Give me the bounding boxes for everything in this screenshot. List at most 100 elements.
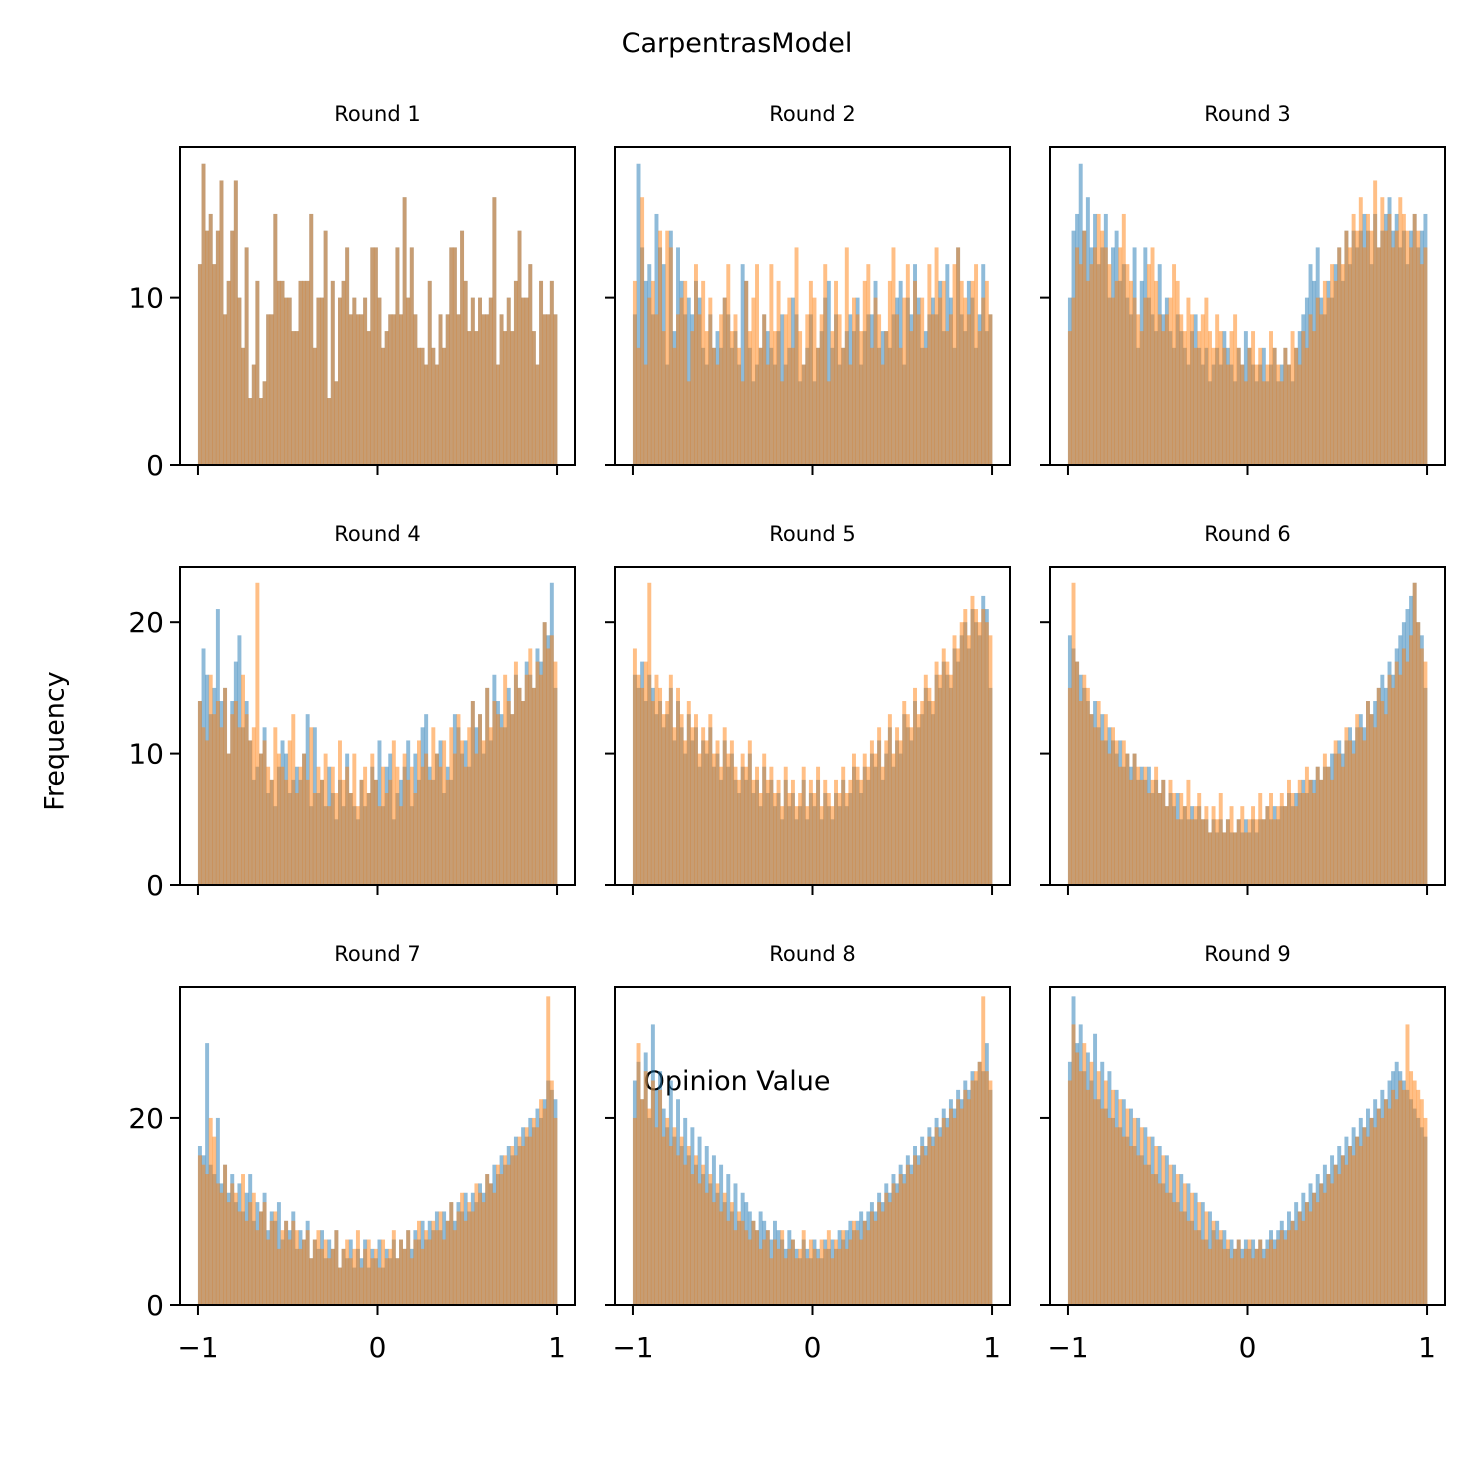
bar-series-b <box>948 674 953 885</box>
subplot-title: Round 6 <box>1204 522 1290 546</box>
bar-series-b <box>826 1230 831 1305</box>
bar-series-b <box>1197 793 1202 885</box>
y-tick-label: 20 <box>128 1102 164 1135</box>
bar-series-b <box>496 364 500 465</box>
bar-series-b <box>862 280 867 465</box>
bar-series-b <box>909 331 914 465</box>
bar-series-b <box>1218 1230 1223 1305</box>
bar-series-b <box>1297 364 1302 465</box>
bar-series-b <box>1071 297 1076 465</box>
bar-series-b <box>427 779 432 885</box>
bar-series-b <box>517 230 522 465</box>
bar-series-b <box>524 1127 529 1305</box>
bar-series-b <box>463 280 468 465</box>
bar-series-b <box>1121 1136 1126 1305</box>
bar-series-b <box>1308 779 1313 885</box>
bar-series-b <box>373 1248 378 1305</box>
bar-series-b <box>1355 230 1360 465</box>
bar-series-b <box>1301 331 1306 465</box>
bar-series-b <box>830 1258 835 1305</box>
bar-series-b <box>902 297 907 465</box>
bar-series-b <box>266 1239 271 1305</box>
bar-series-b <box>819 806 824 885</box>
bar-series-b <box>776 779 781 885</box>
bar-series-b <box>945 661 950 885</box>
bar-series-b <box>1233 314 1238 465</box>
bar-series-b <box>1197 331 1202 465</box>
bar-series-b <box>327 398 332 465</box>
subplot-title: Round 8 <box>769 942 855 966</box>
bar-series-b <box>1150 1174 1155 1305</box>
bar-series-b <box>499 314 504 465</box>
bar-series-b <box>1222 347 1227 465</box>
bar-series-b <box>427 280 432 465</box>
bar-series-b <box>1405 1024 1410 1305</box>
bar-series-b <box>1412 582 1417 885</box>
bar-series-b <box>1319 314 1324 465</box>
bar-series-b <box>1383 714 1388 885</box>
bar-series-b <box>241 674 245 885</box>
bar-series-b <box>338 740 342 885</box>
bar-series-b <box>1071 582 1076 885</box>
bar-series-b <box>363 1248 368 1305</box>
bar-series-b <box>694 264 698 465</box>
x-tick-label: 0 <box>1239 1331 1257 1364</box>
bar-series-b <box>197 701 202 885</box>
bar-series-b <box>1251 1258 1256 1305</box>
bar-series-b <box>694 714 698 885</box>
bar-series-b <box>873 1220 878 1305</box>
bar-series-b <box>1391 687 1396 885</box>
bar-series-b <box>434 364 439 465</box>
bar-series-b <box>255 280 260 465</box>
subplot-round-4: Round 4 0 10 20 <box>128 522 576 902</box>
bar-series-b <box>733 314 738 465</box>
bar-series-b <box>1344 230 1349 465</box>
bar-series-b <box>729 331 734 465</box>
bar-series-b <box>1175 1174 1180 1305</box>
bar-series-b <box>1301 1220 1306 1305</box>
bar-series-b <box>517 687 522 885</box>
bar-series-b <box>1391 247 1396 465</box>
bar-series-b <box>1154 1146 1159 1305</box>
bar-series-b <box>377 806 382 885</box>
bar-series-b <box>805 806 810 885</box>
bar-series-b <box>751 1220 756 1305</box>
bar-series-b <box>726 1220 731 1305</box>
bar-series-b <box>938 674 943 885</box>
bar-series-b <box>1326 297 1331 465</box>
bar-series-b <box>916 314 921 465</box>
bar-series-b <box>852 753 856 885</box>
bar-series-b <box>776 280 781 465</box>
bar-series-b <box>762 1239 767 1305</box>
bar-series-b <box>927 687 932 885</box>
bar-series-b <box>956 247 961 465</box>
bar-series-b <box>931 701 935 885</box>
bar-series-b <box>981 297 986 465</box>
bar-series-b <box>1182 331 1187 465</box>
bar-series-b <box>1304 347 1309 465</box>
bar-series-b <box>1082 674 1087 885</box>
bar-series-b <box>841 766 846 885</box>
bar-series-b <box>262 1202 267 1305</box>
bar-series-b <box>553 661 558 885</box>
bar-series-b <box>866 1230 871 1305</box>
bar-series-b <box>974 609 979 885</box>
bar-series-b <box>1315 1202 1320 1305</box>
bar-series-b <box>873 753 878 885</box>
bar-series-b <box>417 740 421 885</box>
bar-series-b <box>215 701 220 885</box>
bar-series-b <box>291 714 296 885</box>
bar-series-b <box>1373 727 1378 885</box>
bar-series-b <box>905 714 910 885</box>
bar-series-b <box>230 714 235 885</box>
bar-series-b <box>456 714 461 885</box>
bar-series-b <box>873 297 878 465</box>
bar-series-b <box>773 1239 777 1305</box>
bar-series-b <box>636 1043 641 1305</box>
bar-series-b <box>248 1202 253 1305</box>
bar-series-b <box>1312 1192 1317 1305</box>
bar-series-b <box>1103 247 1108 465</box>
bar-series-b <box>1294 347 1299 465</box>
bar-series-b <box>1208 1248 1212 1305</box>
bar-series-b <box>205 230 210 465</box>
